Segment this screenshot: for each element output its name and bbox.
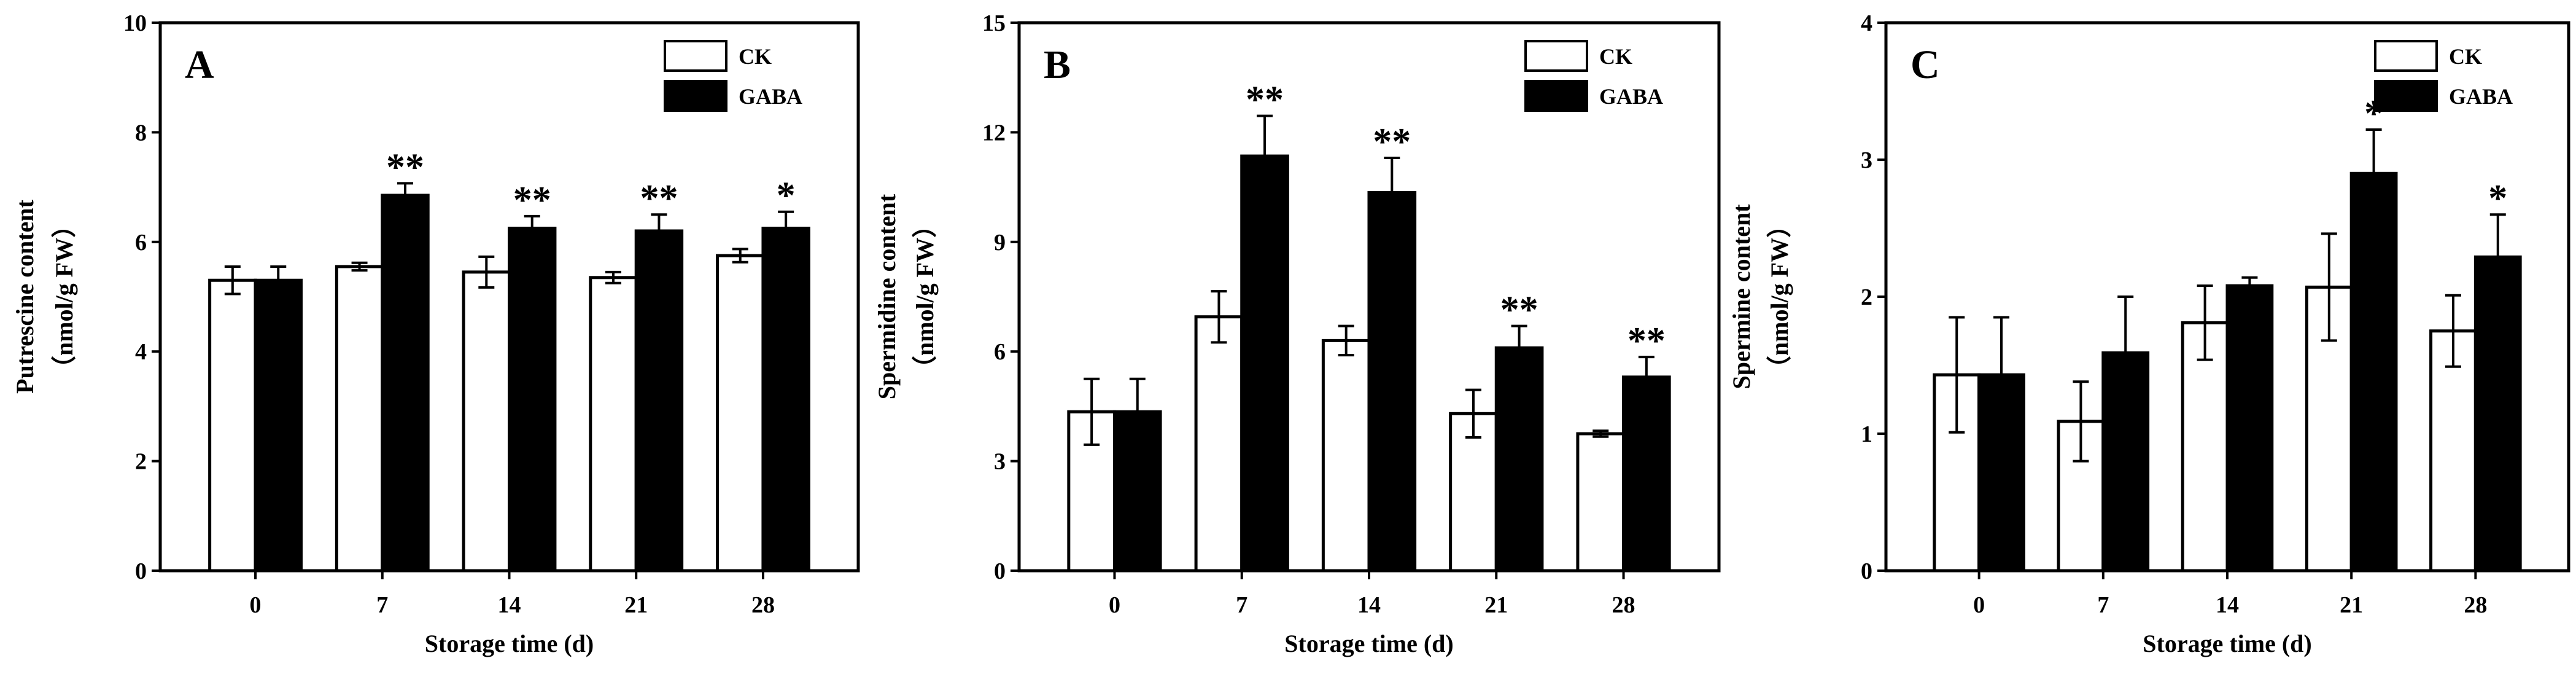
y-tick-label: 9 <box>994 230 1006 256</box>
legend-label-gaba: GABA <box>1599 84 1663 109</box>
panel-b: 0 3 6 9 12 15 0 7 ** 14 ** 21 ** 28 ** B CK GABA Storage t… <box>873 10 1721 657</box>
bar-ck <box>716 254 765 573</box>
panel-label: A <box>185 42 214 87</box>
significance-label: ** <box>1246 79 1284 121</box>
bar-ck <box>1576 432 1626 573</box>
y-axis-title: Spermidine content <box>873 194 901 399</box>
bar-gaba <box>1622 375 1671 573</box>
y-tick-label: 3 <box>1861 147 1872 173</box>
legend-swatch-ck <box>664 40 727 72</box>
y-tick-label: 4 <box>1861 10 1872 36</box>
legend-swatch-ck <box>1524 40 1588 72</box>
y-axis-unit: （nmol/g FW） <box>911 213 939 380</box>
bar-ck <box>1194 315 1244 573</box>
bar-gaba <box>381 194 430 573</box>
y-tick-label: 1 <box>1861 421 1872 447</box>
bar-gaba <box>1367 191 1417 573</box>
panel-a: 0 2 4 6 8 10 0 7 ** 14 ** 21 ** 28 * A CK GABA Storage tim… <box>11 10 860 657</box>
significance-label: * <box>2488 178 2507 219</box>
bar-gaba <box>2349 171 2398 573</box>
bar-ck <box>589 276 638 573</box>
x-tick-label: 28 <box>2464 592 2487 618</box>
y-axis-unit: （nmol/g FW） <box>1766 213 1793 380</box>
significance-label: * <box>777 175 796 217</box>
y-tick-label: 2 <box>135 449 147 475</box>
bar-ck <box>1321 338 1371 573</box>
y-tick-label: 8 <box>135 120 147 146</box>
y-tick-label: 15 <box>982 10 1006 36</box>
y-tick-label: 0 <box>994 558 1006 584</box>
y-tick-label: 6 <box>135 230 147 256</box>
bar-gaba <box>2473 255 2522 573</box>
legend-label-gaba: GABA <box>739 84 802 109</box>
legend-label-ck: CK <box>2449 44 2482 69</box>
plot-frame <box>1017 21 1721 573</box>
legend-swatch-gaba <box>1524 80 1588 112</box>
x-axis-title: Storage time (d) <box>2143 630 2311 657</box>
legend-label-ck: CK <box>739 44 772 69</box>
x-tick-label: 14 <box>1357 592 1381 618</box>
y-tick-label: 0 <box>135 558 147 584</box>
bar-ck <box>462 270 511 573</box>
y-axis-unit: （nmol/g FW） <box>50 213 78 380</box>
bar-gaba <box>1494 346 1544 573</box>
significance-label: ** <box>386 146 424 188</box>
significance-label: ** <box>1627 320 1666 362</box>
x-tick-label: 14 <box>2216 592 2239 618</box>
bar-gaba <box>254 278 303 573</box>
legend-swatch-gaba <box>2374 80 2438 112</box>
y-tick-label: 6 <box>994 339 1006 365</box>
panel-label: B <box>1044 42 1071 87</box>
legend-label-ck: CK <box>1599 44 1632 69</box>
x-tick-label: 28 <box>1612 592 1635 618</box>
x-tick-label: 7 <box>1236 592 1247 618</box>
x-axis-title: Storage time (d) <box>1284 630 1453 657</box>
bar-gaba <box>1112 410 1162 573</box>
y-axis-title: Spermine content <box>1728 204 1755 389</box>
bar-ck <box>208 278 257 573</box>
significance-label: ** <box>1500 289 1538 331</box>
bar-ck <box>2305 285 2353 573</box>
legend-swatch-ck <box>2374 40 2438 72</box>
y-tick-label: 4 <box>135 339 147 365</box>
plot-frame <box>158 21 860 573</box>
bar-gaba <box>634 229 684 573</box>
x-tick-label: 21 <box>1484 592 1508 618</box>
x-tick-label: 14 <box>498 592 521 618</box>
x-tick-label: 21 <box>624 592 648 618</box>
y-tick-label: 3 <box>994 449 1006 475</box>
bar-gaba <box>761 227 810 573</box>
x-tick-label: 28 <box>751 592 775 618</box>
y-tick-label: 12 <box>982 120 1006 146</box>
legend-swatch-gaba <box>664 80 727 112</box>
x-tick-label: 0 <box>250 592 262 618</box>
significance-label: ** <box>640 178 678 219</box>
bar-gaba <box>2225 284 2274 573</box>
y-tick-label: 10 <box>123 10 147 36</box>
panel-label: C <box>1911 42 1940 87</box>
x-tick-label: 0 <box>1973 592 1985 618</box>
x-tick-label: 7 <box>2097 592 2109 618</box>
x-tick-label: 21 <box>2340 592 2363 618</box>
bar-gaba <box>508 227 557 573</box>
bar-gaba <box>1240 154 1289 573</box>
bar-ck <box>335 265 384 573</box>
significance-label: ** <box>513 179 551 221</box>
y-axis-title: Putrescine content <box>11 199 39 394</box>
x-tick-label: 0 <box>1109 592 1120 618</box>
legend-label-gaba: GABA <box>2449 84 2513 109</box>
plot-frame <box>1884 21 2570 573</box>
significance-label: ** <box>1373 121 1411 163</box>
y-tick-label: 2 <box>1861 284 1872 310</box>
x-axis-title: Storage time (d) <box>425 630 594 657</box>
y-tick-label: 0 <box>1861 558 1872 584</box>
x-tick-label: 7 <box>376 592 388 618</box>
